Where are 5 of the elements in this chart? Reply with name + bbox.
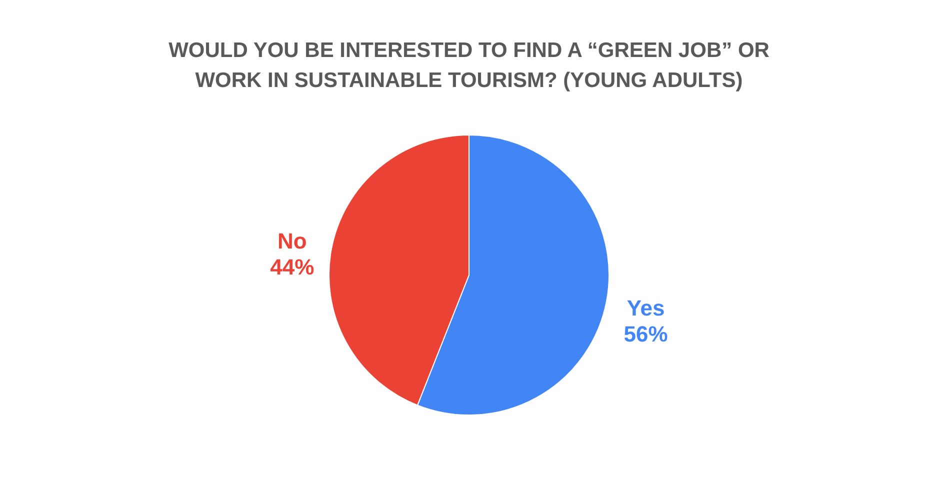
slice-label: Yes — [626, 296, 665, 321]
chart-title: WOULD YOU BE INTERESTED TO FIND A “GREEN JOB” OR WORK IN SUSTAINABLE TOURISM? (YOUNG ADULTS) — [168, 39, 770, 92]
data-label: 56% — [624, 322, 668, 347]
slice-label: No — [278, 228, 307, 254]
data-label: 44% — [270, 254, 314, 280]
